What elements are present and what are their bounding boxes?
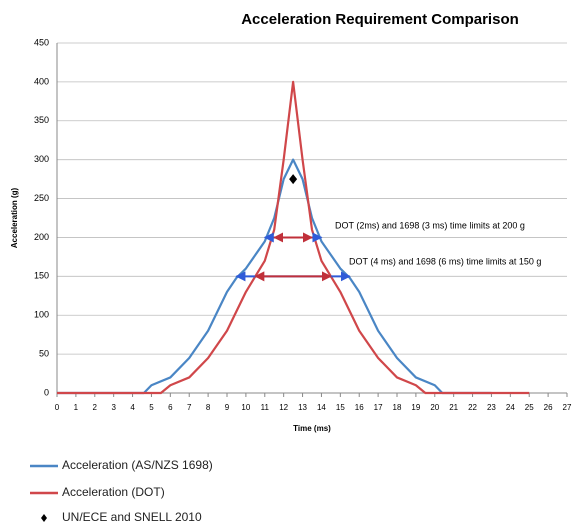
y-tick-label: 300 [34, 154, 49, 164]
x-tick-label: 16 [355, 403, 364, 412]
y-tick-label: 350 [34, 115, 49, 125]
y-axis-label: Acceleration (g) [10, 187, 19, 248]
x-tick-label: 25 [525, 403, 534, 412]
x-tick-label: 10 [241, 403, 250, 412]
x-tick-label: 19 [411, 403, 420, 412]
x-tick-label: 22 [468, 403, 477, 412]
x-tick-label: 5 [149, 403, 154, 412]
x-tick-label: 18 [393, 403, 402, 412]
x-tick-label: 24 [506, 403, 515, 412]
x-tick-label: 1 [74, 403, 79, 412]
y-tick-label: 200 [34, 232, 49, 242]
x-tick-label: 2 [93, 403, 98, 412]
marker [289, 174, 298, 185]
x-tick-label: 15 [336, 403, 345, 412]
x-tick-label: 4 [130, 403, 135, 412]
chart-title: Acceleration Requirement Comparison [241, 11, 519, 28]
x-tick-label: 13 [298, 403, 307, 412]
x-tick-label: 20 [430, 403, 439, 412]
x-axis-label: Time (ms) [293, 424, 331, 433]
x-tick-label: 14 [317, 403, 326, 412]
y-tick-label: 250 [34, 193, 49, 203]
x-tick-label: 7 [187, 403, 192, 412]
y-tick-label: 100 [34, 310, 49, 320]
x-tick-label: 21 [449, 403, 458, 412]
x-tick-label: 0 [55, 403, 60, 412]
x-tick-label: 26 [544, 403, 553, 412]
annotation: DOT (2ms) and 1698 (3 ms) time limits at… [335, 220, 525, 230]
x-tick-label: 6 [168, 403, 173, 412]
x-tick-label: 23 [487, 403, 496, 412]
y-tick-label: 400 [34, 76, 49, 86]
y-tick-label: 150 [34, 271, 49, 281]
legend-label: Acceleration (AS/NZS 1698) [62, 458, 213, 472]
y-tick-label: 50 [39, 348, 49, 358]
x-tick-label: 9 [225, 403, 230, 412]
line [57, 80, 530, 395]
legend-swatch [41, 514, 47, 522]
y-tick-label: 0 [44, 387, 49, 397]
x-tick-label: 3 [111, 403, 116, 412]
x-tick-label: 27 [563, 403, 572, 412]
x-tick-label: 8 [206, 403, 211, 412]
x-tick-label: 11 [261, 403, 270, 412]
x-tick-label: 12 [279, 403, 288, 412]
y-tick-label: 450 [34, 37, 49, 47]
legend-label: UN/ECE and SNELL 2010 [62, 510, 202, 524]
line [57, 158, 492, 395]
annotation: DOT (4 ms) and 1698 (6 ms) time limits a… [349, 256, 541, 266]
legend-label: Acceleration (DOT) [62, 485, 165, 499]
x-tick-label: 17 [374, 403, 383, 412]
